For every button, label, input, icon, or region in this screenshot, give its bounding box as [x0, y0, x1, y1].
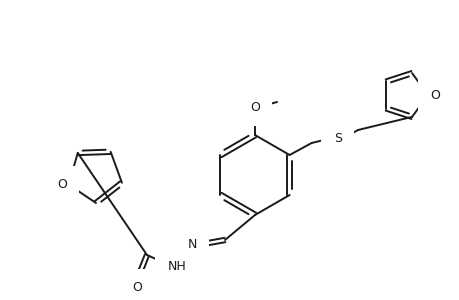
Text: O: O: [56, 178, 67, 191]
Text: NH: NH: [167, 260, 186, 274]
Text: O: O: [250, 100, 259, 113]
Text: O: O: [132, 281, 142, 295]
Text: O: O: [429, 88, 439, 101]
Text: S: S: [333, 131, 341, 145]
Text: N: N: [187, 238, 196, 251]
